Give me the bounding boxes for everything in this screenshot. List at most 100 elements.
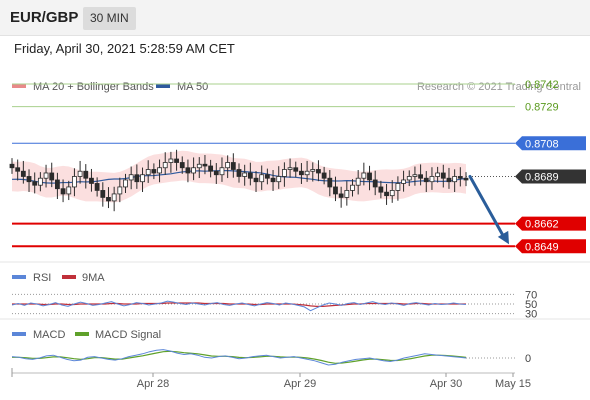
candle-body — [457, 176, 463, 179]
candle-body — [378, 186, 384, 193]
candle-body — [367, 172, 372, 181]
projection-arrow — [468, 174, 506, 239]
candle-body — [230, 162, 236, 170]
candle-body — [66, 186, 72, 195]
candle-body — [270, 177, 276, 183]
candle-body — [37, 177, 43, 186]
candle-body — [26, 176, 32, 183]
legend-swatch — [75, 332, 89, 336]
candle-body — [140, 174, 145, 183]
candle-body — [372, 179, 378, 188]
legend-label: 9MA — [82, 272, 105, 284]
candles — [9, 149, 469, 212]
support-tag — [515, 216, 586, 231]
rsi-tick-label: 50 — [525, 299, 537, 311]
pivot-label: 0.8708 — [525, 138, 559, 150]
rsi-tick-label: 30 — [525, 309, 537, 321]
candle-body — [77, 170, 83, 177]
candle-body — [418, 174, 424, 179]
current-price-tag — [515, 169, 586, 184]
macd-signal-line — [12, 350, 467, 364]
datetime-label: Friday, April 30, 2021 5:28:59 AM CET — [14, 41, 235, 56]
candle-body — [208, 165, 214, 172]
candle-body — [117, 186, 123, 195]
candle-body — [242, 172, 248, 177]
macd-line — [11, 349, 467, 366]
candle-body — [287, 167, 293, 170]
current-price-label: 0.8689 — [525, 171, 559, 183]
macd-tick-label: 0 — [525, 353, 531, 365]
candle-body — [100, 190, 106, 198]
candle-body — [106, 197, 111, 202]
candle-body — [344, 190, 350, 198]
candle-body — [60, 188, 66, 195]
candle-body — [259, 174, 265, 183]
candle-body — [304, 170, 310, 176]
candle-body — [440, 172, 446, 179]
candle-body — [401, 179, 406, 184]
support-label: 0.8649 — [525, 241, 559, 253]
candle-body — [72, 176, 77, 188]
legend-label: RSI — [33, 272, 51, 284]
resistance-label: 0.8742 — [525, 79, 559, 91]
legend-label: MACD Signal — [95, 329, 161, 341]
candle-body — [361, 172, 367, 179]
legend-swatch — [156, 84, 170, 88]
candle-body — [134, 174, 140, 183]
candle-body — [384, 191, 389, 197]
candle-body — [310, 169, 316, 172]
candle-body — [327, 177, 333, 188]
candle-body — [452, 176, 458, 183]
candle-body — [435, 172, 441, 177]
candle-body — [174, 158, 179, 163]
candle-body — [151, 169, 157, 174]
rsi-line — [11, 300, 467, 312]
candle-body — [316, 169, 321, 174]
candle-body — [15, 167, 21, 172]
rsi-tick-label: 70 — [525, 289, 537, 301]
timeframe-badge[interactable]: 30 MIN — [83, 7, 136, 30]
candle-body — [281, 169, 287, 177]
candle-body — [389, 190, 395, 197]
legend-swatch — [12, 332, 26, 336]
candle-body — [276, 176, 282, 183]
legend-label: MA 20 + Bollinger Bands — [33, 81, 154, 93]
candle-body — [446, 177, 452, 183]
candle-body — [338, 193, 344, 198]
candle-body — [9, 163, 15, 169]
legend-label: MACD — [33, 329, 65, 341]
candle-body — [202, 163, 208, 167]
support-tag — [515, 239, 586, 254]
candle-body — [412, 174, 418, 177]
x-axis-tick-label: Apr 30 — [430, 378, 462, 390]
candle-body — [293, 167, 299, 172]
macd-legend: MACD MACD Signal — [12, 329, 161, 341]
candle-body — [94, 183, 100, 191]
legend-swatch — [12, 84, 26, 88]
candle-body — [83, 170, 89, 179]
legend-swatch — [12, 275, 26, 279]
candle-body — [191, 167, 197, 174]
x-axis-tick-label: Apr 28 — [137, 378, 169, 390]
candle-body — [350, 184, 355, 191]
legend-label: MA 50 — [177, 81, 208, 93]
candle-body — [299, 170, 304, 176]
candle-body — [49, 172, 55, 181]
candle-body — [32, 181, 38, 186]
candle-body — [333, 186, 338, 195]
candle-body — [157, 167, 162, 174]
candle-body — [395, 183, 401, 191]
candle-body — [128, 174, 134, 181]
candle-body — [145, 169, 151, 176]
candle-body — [247, 172, 253, 179]
candle-body — [219, 167, 225, 176]
candle-body — [168, 158, 174, 163]
candle-body — [123, 179, 128, 188]
support-label: 0.8662 — [525, 219, 559, 231]
candle-body — [253, 177, 259, 183]
candle-body — [162, 162, 168, 169]
candle-body — [20, 170, 26, 177]
candle-body — [111, 193, 117, 202]
chart-header: EUR/GBP 30 MIN — [0, 0, 590, 36]
